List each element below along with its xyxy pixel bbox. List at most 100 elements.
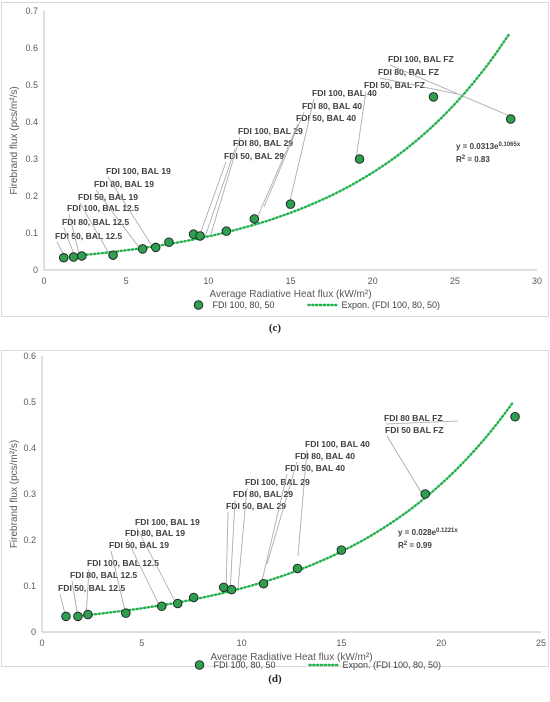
equation-exponent: 0.1065x	[498, 142, 520, 148]
x-tick-label: 15	[336, 638, 346, 648]
annotation-leader-line	[126, 538, 162, 610]
data-point	[172, 598, 183, 609]
annotation-label: FDI 80, BAL 12.5	[62, 217, 129, 227]
annotation-leader-line	[136, 527, 179, 608]
legend-label: FDI 100, 80, 50	[213, 300, 275, 310]
x-tick-label: 20	[436, 638, 446, 648]
r-squared-superscript: 2	[404, 541, 408, 547]
equation-base: y = 0.0313e	[456, 142, 499, 151]
annotation-leader-line	[95, 189, 145, 255]
chart-panel-c: 0 5 10 15 20 25 30 0 0.1 0.2 0.3 0.4 0.5 0.6 0.7 Averag…	[0, 0, 550, 345]
annotation-leader-line	[225, 511, 229, 593]
annotation-leader-line	[253, 123, 299, 226]
annotation-label: FDI 80, BAL FZ	[378, 67, 439, 77]
data-point	[61, 611, 71, 622]
data-point	[510, 411, 520, 422]
y-tick-label: 0.7	[25, 6, 38, 16]
x-tick-label: 5	[124, 276, 129, 286]
annotation-label: FDI 100, BAL 40	[312, 88, 377, 98]
r-squared-value: = 0.99	[407, 541, 432, 550]
annotation-leader-line	[107, 176, 157, 253]
data-point	[221, 226, 232, 236]
legend-label: Expon. (FDI 100, 80, 50)	[342, 300, 441, 310]
x-tick-label: 0	[39, 638, 44, 648]
exponential-trendline	[78, 401, 515, 617]
annotation-label: FDI 50, BAL 40	[296, 113, 356, 123]
legend-label: Expon. (FDI 100, 80, 50)	[343, 660, 442, 670]
y-tick-label: 0.4	[25, 117, 38, 127]
r-squared: R2 = 0.83	[456, 155, 490, 164]
data-point	[83, 609, 93, 620]
r-squared-label: R	[456, 155, 462, 164]
chart-frame	[1, 2, 549, 317]
annotation-leader-line	[198, 161, 227, 238]
panel-label: (d)	[268, 673, 282, 685]
data-point	[249, 214, 260, 224]
annotation-label: FDI 100, BAL FZ	[388, 54, 454, 64]
y-tick-label: 0.3	[23, 489, 36, 499]
annotation-label: FDI 80, BAL 29	[233, 138, 293, 148]
annotation-leader-line	[266, 461, 298, 565]
annotation-label: FDI 50, BAL FZ	[364, 80, 425, 90]
data-point	[157, 601, 167, 611]
annotation-label: FDI 100, BAL 19	[106, 166, 171, 176]
annotation-label: FDI 80, BAL 40	[302, 101, 362, 111]
data-point	[108, 250, 118, 260]
data-point	[292, 563, 303, 574]
annotation-leader-line	[389, 64, 513, 118]
x-tick-label: 10	[237, 638, 247, 648]
data-point	[121, 608, 131, 618]
data-point	[226, 584, 237, 595]
annotation-label: FDI 50, BAL 19	[109, 540, 169, 550]
r-squared-superscript: 2	[462, 155, 466, 161]
annotation-label: FDI 50, BAL 40	[285, 463, 345, 473]
data-point	[354, 154, 365, 164]
data-point	[428, 92, 439, 102]
panel-label: (c)	[268, 322, 282, 334]
annotation-label: FDI 50, BAL 12.5	[55, 231, 122, 241]
trendline-equation: y = 0.0313e0.1065x	[456, 142, 521, 151]
annotation-leader-line	[261, 473, 288, 582]
data-point	[505, 114, 516, 124]
x-tick-label: 15	[285, 276, 295, 286]
equation-base: y = 0.028e	[398, 528, 437, 537]
x-axis-title: Average Radiative Heat flux (kW/m²)	[209, 289, 371, 300]
annotation-label: FDI 50, BAL 29	[226, 501, 286, 511]
annotation-label: FDI 50 BAL FZ	[385, 425, 444, 435]
annotation-leader-line	[204, 148, 236, 238]
data-point	[218, 582, 229, 593]
annotation-label: FDI 100, BAL 19	[135, 517, 200, 527]
data-point	[188, 592, 199, 603]
data-point	[336, 545, 347, 555]
annotation-label: FDI 50, BAL 19	[78, 192, 138, 202]
r-squared: R2 = 0.99	[398, 541, 432, 550]
x-tick-label: 10	[203, 276, 213, 286]
annotation-leader-line	[355, 90, 367, 160]
x-tick-label: 20	[368, 276, 378, 286]
trendline-equation: y = 0.028e0.1221x	[398, 528, 458, 537]
y-tick-label: 0.5	[25, 80, 38, 90]
data-point	[195, 231, 205, 241]
annotation-leader-line	[68, 213, 81, 258]
data-point	[420, 489, 430, 499]
data-point	[258, 578, 269, 589]
y-tick-label: 0.1	[23, 581, 36, 591]
data-point	[77, 251, 87, 261]
y-axis-title: Firebrand flux (pcs/m²/s)	[9, 86, 20, 194]
annotation-leader-line	[287, 98, 315, 210]
annotation-label: FDI 50, BAL 12.5	[58, 583, 125, 593]
data-point	[58, 253, 69, 263]
annotation-leader-line	[385, 420, 459, 425]
annotation-label: FDI 100, BAL 40	[305, 439, 370, 449]
legend-marker	[193, 300, 204, 310]
data-point	[73, 611, 83, 622]
equation-exponent: 0.1221x	[436, 528, 458, 534]
data-point	[164, 237, 174, 247]
annotation-label: FDI 80 BAL FZ	[384, 413, 443, 423]
annotation-leader-line	[379, 77, 458, 95]
annotation-leader-line	[229, 499, 236, 595]
annotation-label: FDI 100, BAL 29	[245, 477, 310, 487]
scatter-plot-c: 0 5 10 15 20 25 30 0 0.1 0.2 0.3 0.4 0.5 0.6 0.7 Averag…	[9, 6, 542, 310]
r-squared-value: = 0.83	[465, 155, 490, 164]
y-tick-label: 0.4	[23, 443, 36, 453]
